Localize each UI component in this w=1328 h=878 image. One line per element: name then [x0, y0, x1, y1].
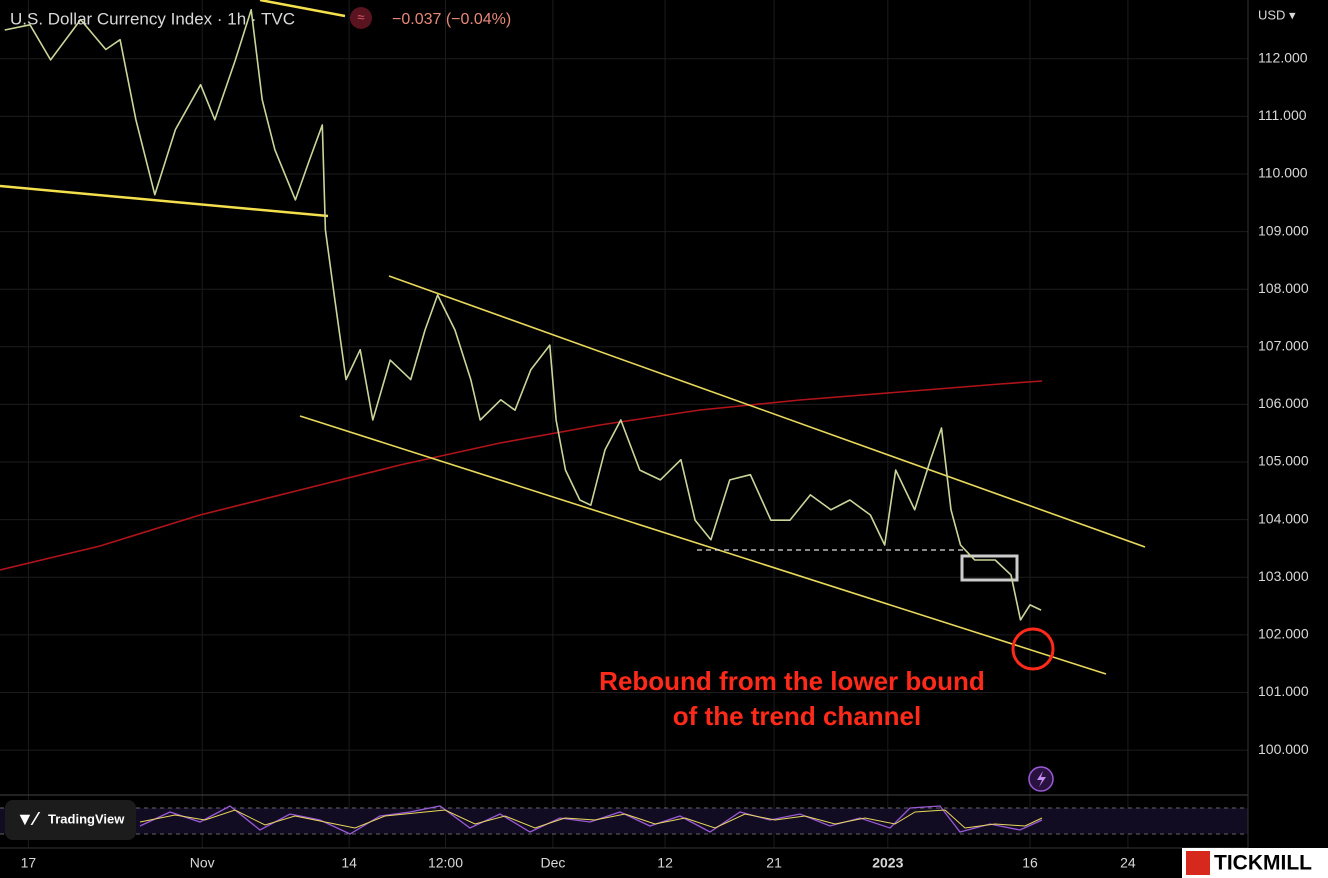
- x-tick-label: 24: [1120, 855, 1136, 871]
- annotation: of the trend channel: [673, 701, 921, 731]
- x-tick-label: Nov: [190, 855, 215, 871]
- y-tick-label: 101.000: [1258, 683, 1309, 699]
- y-tick-label: 104.000: [1258, 510, 1309, 526]
- consolidation-box: [960, 554, 1019, 582]
- indicator-icon: [350, 7, 372, 29]
- oscillator-signal: [139, 809, 1043, 829]
- broker-name: TICKMILL: [1214, 852, 1312, 875]
- platform-logo: ▼⁄: [16, 809, 41, 829]
- price-line: [4, 9, 1042, 621]
- y-tick-label: 107.000: [1258, 338, 1309, 354]
- annotation: Rebound from the lower bound: [599, 666, 985, 696]
- plot: [4, 9, 1042, 621]
- platform-badge: [5, 800, 136, 840]
- alert-glyph: [1037, 771, 1046, 787]
- rebound-circle: [1011, 627, 1055, 671]
- y-tick-label: 112.000: [1258, 49, 1308, 65]
- broker-logo: [1186, 851, 1210, 875]
- y-tick-label: 102.000: [1258, 626, 1309, 642]
- x-tick-label: 16: [1022, 855, 1038, 871]
- x-tick-label: 21: [766, 855, 782, 871]
- chart-title: U.S. Dollar Currency Index · 1h · TVC: [10, 9, 295, 28]
- grid: [0, 0, 1248, 848]
- platform-name: TradingView: [48, 811, 125, 826]
- y-tick-label: 106.000: [1258, 395, 1309, 411]
- trend-line: [259, 0, 346, 18]
- y-tick-label: 100.000: [1258, 741, 1309, 757]
- x-tick-label: Dec: [540, 855, 565, 871]
- x-tick-label: 14: [341, 855, 357, 871]
- price-change: −0.037 (−0.04%): [392, 11, 511, 28]
- y-tick-label: 103.000: [1258, 568, 1309, 584]
- channel-upper: [388, 275, 1146, 548]
- x-tick-label: 17: [21, 855, 37, 871]
- channel-lower: [299, 415, 1107, 675]
- x-tick-label: 12: [657, 855, 673, 871]
- y-tick-label: 109.000: [1258, 222, 1309, 238]
- trend-line: [0, 184, 329, 218]
- y-tick-label: 110.000: [1258, 165, 1308, 181]
- y-tick-label: 105.000: [1258, 453, 1309, 469]
- x-tick-label: 12:00: [428, 855, 463, 871]
- oscillator-band: [0, 808, 1248, 834]
- currency[interactable]: USD ▾: [1258, 7, 1296, 22]
- oscillator-line: [139, 805, 1043, 835]
- y-tick-label: 111.000: [1258, 107, 1307, 123]
- y-tick-label: 108.000: [1258, 280, 1309, 296]
- indicator-icon-glyph: ≈: [357, 9, 364, 24]
- moving-average: [0, 380, 1043, 571]
- x-tick-label: 2023: [872, 855, 903, 871]
